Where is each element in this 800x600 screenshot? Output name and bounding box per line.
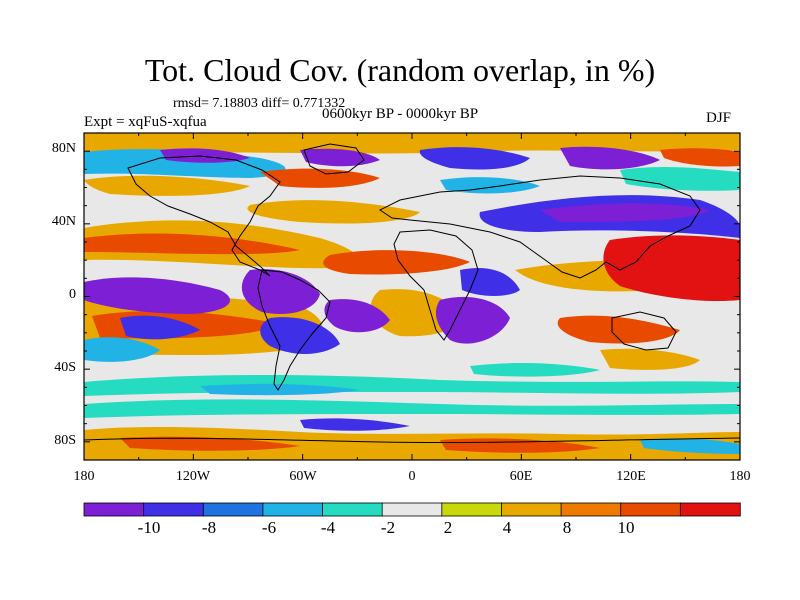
colorbar-label: 8 xyxy=(563,518,572,537)
colorbar-swatch xyxy=(83,502,145,517)
lon-tick-label: 180 xyxy=(74,469,95,484)
experiment-label: Expt = xqFuS-xqfua xyxy=(84,114,207,130)
colorbar-swatch xyxy=(202,502,264,517)
lon-tick-label: 60W xyxy=(289,469,317,484)
colorbar-swatch xyxy=(501,502,562,517)
rmsd-diff-stats: rmsd= 7.18803 diff= 0.771332 xyxy=(173,96,346,111)
colorbar-swatch xyxy=(441,502,503,517)
period-label: 0600kyr BP - 0000kyr BP xyxy=(322,106,479,122)
lat-tick-label: 40S xyxy=(54,360,76,375)
map-plot-area xyxy=(84,133,740,460)
lat-tick-label: 40N xyxy=(52,214,76,229)
cloud-anomaly-field xyxy=(84,133,740,460)
colorbar-label: -8 xyxy=(202,518,216,537)
colorbar-label: -2 xyxy=(381,518,395,537)
colorbar-swatch xyxy=(262,502,324,517)
colorbar-label: -10 xyxy=(138,518,161,537)
coastlines xyxy=(84,143,740,444)
lon-tick-label: 180 xyxy=(730,469,751,484)
lat-tick-label: 0 xyxy=(69,287,76,302)
axis-ticks xyxy=(83,132,741,461)
colorbar-label: -4 xyxy=(321,518,336,537)
lon-tick-label: 0 xyxy=(409,469,416,484)
colorbar-label: -6 xyxy=(262,518,276,537)
colorbar-swatch xyxy=(143,502,204,517)
season-label: DJF xyxy=(706,110,732,126)
lon-tick-label: 60E xyxy=(510,469,533,484)
colorbar-label: 2 xyxy=(444,518,453,537)
colorbar-swatch xyxy=(381,502,443,517)
map-title: Tot. Cloud Cov. (random overlap, in %) xyxy=(144,52,656,88)
lat-tick-label: 80N xyxy=(52,141,76,156)
colorbar-swatch xyxy=(322,502,383,517)
lat-tick-label: 80S xyxy=(54,433,76,448)
colorbar-label: 4 xyxy=(503,518,512,537)
lon-tick-label: 120W xyxy=(176,469,211,484)
colorbar-swatch xyxy=(560,502,622,517)
colorbar-label: 10 xyxy=(618,518,635,537)
lon-tick-label: 120E xyxy=(616,469,646,484)
colorbar-swatch xyxy=(679,502,741,517)
colorbar xyxy=(83,502,741,517)
colorbar-swatch xyxy=(620,502,682,517)
